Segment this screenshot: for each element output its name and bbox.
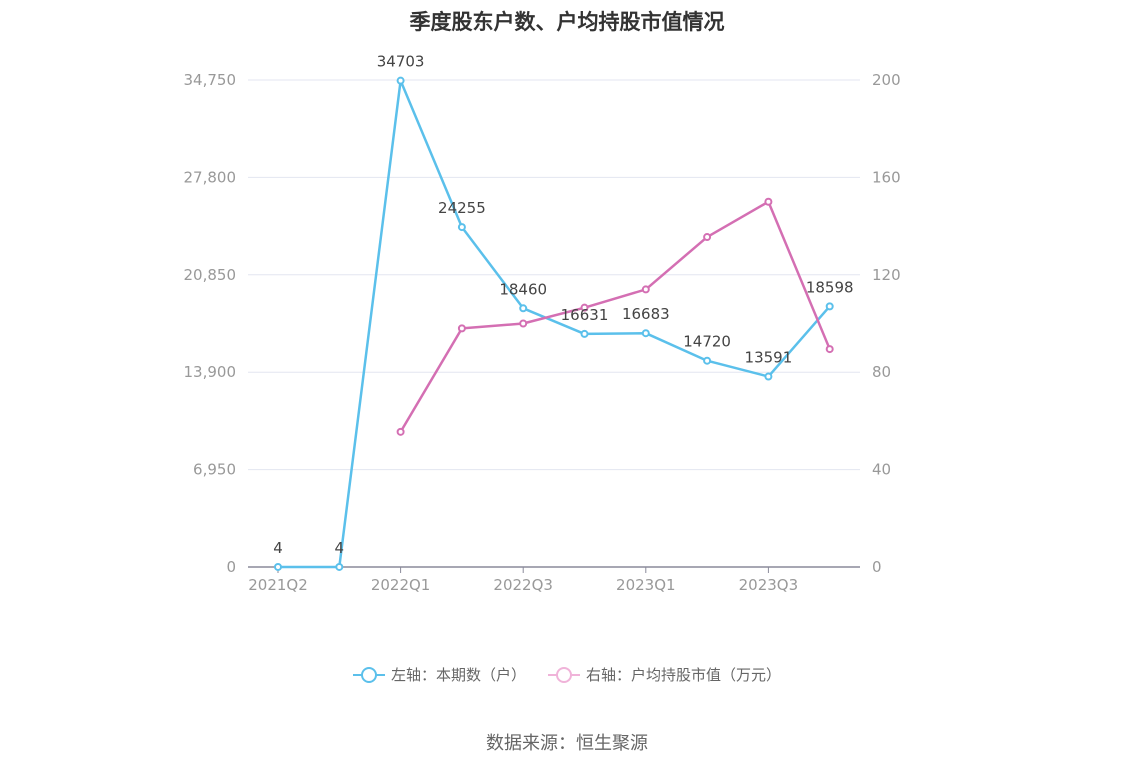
data-point-left (764, 372, 773, 381)
legend-swatch-right (548, 666, 580, 683)
y-right-tick-label: 0 (872, 558, 882, 576)
chart-title: 季度股东户数、户均持股市值情况 (409, 10, 725, 34)
data-point-left (641, 329, 650, 338)
data-label: 4 (273, 539, 283, 557)
series-line-left (278, 79, 831, 569)
data-label: 24255 (438, 199, 486, 217)
axes: 0 6,950 13,900 20,850 27,800 34,750 0 40 80 120 16… (184, 71, 901, 594)
data-source: 数据来源：恒生聚源 (486, 733, 648, 754)
data-point-left (825, 302, 834, 311)
y-right-tick-label: 120 (872, 266, 901, 284)
data-point-right (641, 285, 650, 294)
y-right-tick-label: 80 (872, 363, 891, 381)
x-tick-label: 2022Q3 (493, 576, 553, 594)
data-point-right (764, 197, 773, 206)
data-point-right (703, 233, 712, 242)
data-point-left (519, 304, 528, 313)
legend-item-right-series[interactable]: 右轴：户均持股市值（万元） (548, 664, 781, 685)
data-point-right (457, 324, 466, 333)
y-right-tick-label: 40 (872, 461, 891, 479)
data-point-left (457, 223, 466, 232)
data-point-left (274, 562, 282, 571)
legend-label-left: 左轴：本期数（户） (390, 666, 526, 684)
data-label: 18460 (499, 280, 547, 298)
y-left-tick-label: 34,750 (184, 71, 237, 89)
y-right-tick-label: 200 (872, 71, 901, 89)
series-layer (274, 76, 834, 571)
x-tick-label: 2023Q3 (739, 576, 799, 594)
x-tick-label: 2023Q1 (616, 576, 676, 594)
data-label: 34703 (377, 53, 425, 71)
legend-item-left-series[interactable]: 左轴：本期数（户） (352, 664, 526, 685)
data-label: 16683 (622, 305, 670, 323)
data-label: 18598 (806, 278, 854, 296)
data-point-left (580, 329, 589, 338)
data-point-left (396, 76, 405, 85)
data-point-left (335, 562, 344, 571)
data-point-right (396, 427, 405, 436)
data-point-right (825, 345, 834, 354)
x-tick-label: 2021Q2 (248, 576, 308, 594)
y-left-tick-label: 20,850 (184, 266, 237, 284)
data-labels: 4 4 34703 24255 18460 16631 16683 14720 13591 185… (273, 53, 853, 557)
data-label: 16631 (561, 306, 609, 324)
y-left-tick-label: 13,900 (184, 363, 237, 381)
series-line-right (399, 200, 831, 433)
x-tick-label: 2022Q1 (371, 576, 431, 594)
plot-area: 0 6,950 13,900 20,850 27,800 34,750 0 40 80 120 16… (184, 53, 901, 594)
legend-swatch-left (352, 666, 385, 683)
legend-label-right: 右轴：户均持股市值（万元） (586, 666, 782, 684)
data-point-right (580, 303, 589, 312)
y-right-tick-label: 160 (872, 168, 901, 186)
y-left-tick-label: 0 (226, 558, 236, 576)
legend: 左轴：本期数（户） 右轴：户均持股市值（万元） (0, 664, 1134, 685)
data-label: 4 (335, 539, 345, 557)
data-label: 14720 (683, 333, 731, 351)
data-point-left (703, 356, 712, 365)
y-left-tick-label: 6,950 (193, 461, 236, 479)
data-label: 13591 (745, 349, 793, 367)
grid-lines (248, 79, 860, 471)
y-left-tick-label: 27,800 (184, 168, 237, 186)
data-point-right (519, 319, 528, 328)
